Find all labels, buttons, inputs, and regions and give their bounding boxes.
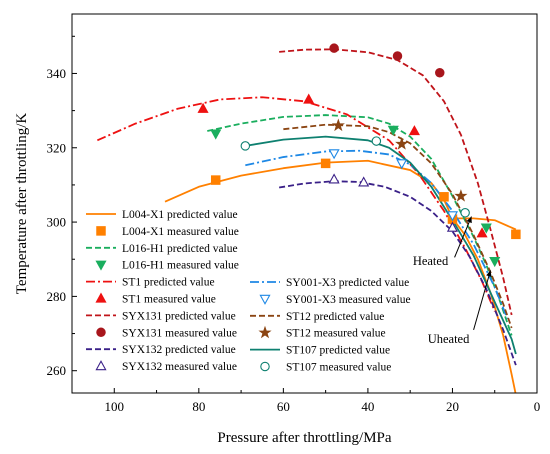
legend-entry-l016-h1-measured-value: L016-H1 measured value <box>95 260 239 272</box>
data-point-st1-measured-value <box>197 102 209 113</box>
data-point-syx132-measured-value <box>358 176 370 187</box>
legend-label: L016-H1 measured value <box>122 260 239 272</box>
data-point-st107-measured-value <box>240 141 251 151</box>
legend: L004-X1 predicted value L004-X1 measured … <box>86 209 411 374</box>
legend-swatch-marker <box>258 325 272 339</box>
y-tick-label: 280 <box>47 289 67 304</box>
legend-label: ST12 measured value <box>286 328 386 340</box>
plot-area <box>96 43 521 393</box>
legend-entry-syx132-measured-value: SYX132 measured value <box>95 360 237 373</box>
data-point-l016-h1-measured-value <box>489 256 501 268</box>
data-point-syx132-measured-value <box>446 221 459 232</box>
heated-arrow <box>454 216 472 258</box>
series-line-l016-h1-predicted-value <box>207 114 513 336</box>
data-point-st107-measured-value <box>371 136 382 146</box>
y-tick-label: 300 <box>47 215 67 230</box>
data-point-sy001-x3-measured-value <box>396 159 408 170</box>
legend-label: SYX132 predicted value <box>122 344 236 356</box>
legend-label: SYX132 measured value <box>122 361 237 373</box>
data-point-l016-h1-measured-value <box>210 129 222 140</box>
legend-entry-l004-x1-predicted-value: L004-X1 predicted value <box>86 209 238 221</box>
data-point-st1-measured-value <box>408 125 420 136</box>
series-line-st1-predicted-value <box>96 96 496 312</box>
data-point-st12-measured-value <box>331 118 345 132</box>
legend-entry-sy001-x3-measured-value: SY001-X3 measured value <box>259 294 411 306</box>
data-point-st1-measured-value <box>303 93 315 104</box>
plot-frame <box>71 13 538 394</box>
data-point-syx131-measured-value <box>329 43 339 53</box>
legend-swatch-marker <box>260 361 270 372</box>
annotation-uheated: Uheated <box>428 332 470 346</box>
data-point-st12-measured-value <box>454 189 468 202</box>
legend-swatch-marker <box>95 260 107 271</box>
axes: 100 80 60 40 20 0 260 280 300 320 340 <box>47 13 541 414</box>
legend-label: ST107 predicted value <box>286 345 390 357</box>
series-line-st107-predicted-value <box>245 135 517 355</box>
legend-entry-st107-measured-value: ST107 measured value <box>260 361 391 374</box>
y-tick-label: 340 <box>47 66 67 81</box>
legend-label: ST1 predicted value <box>122 277 215 289</box>
x-tick-label: 40 <box>361 399 374 414</box>
annotation-heated: Heated <box>413 254 449 268</box>
series-line-l004-x1-predicted-value <box>164 159 517 231</box>
data-point-l004-x1-measured-value <box>511 229 521 240</box>
data-point-st12-measured-value <box>395 137 409 150</box>
y-tick-label: 320 <box>47 140 67 155</box>
data-point-sy001-x3-measured-value <box>446 211 459 222</box>
legend-label: SYX131 measured value <box>122 327 237 339</box>
legend-swatch-marker <box>96 226 106 236</box>
data-point-syx131-measured-value <box>435 67 445 78</box>
series-line-l004-x1-predicted-value <box>451 217 517 393</box>
heated-arrow-head <box>466 216 472 224</box>
legend-label: L004-X1 measured value <box>122 226 239 238</box>
legend-label: ST12 predicted value <box>286 311 384 323</box>
data-point-l004-x1-measured-value <box>320 158 331 169</box>
series-line-syx131-predicted-value <box>279 48 513 316</box>
y-tick-label: 260 <box>47 363 67 378</box>
data-point-st107-measured-value <box>460 208 470 218</box>
legend-swatch-marker <box>96 327 106 338</box>
data-point-syx131-measured-value <box>392 51 403 61</box>
legend-entry-syx131-measured-value: SYX131 measured value <box>96 327 237 339</box>
legend-label: ST107 measured value <box>286 362 391 374</box>
legend-label: L016-H1 predicted value <box>122 243 238 255</box>
data-point-l016-h1-measured-value <box>480 223 492 234</box>
legend-label: ST1 measured value <box>122 294 216 306</box>
annotations: Heated Uheated <box>413 216 492 346</box>
legend-label: SYX131 predicted value <box>122 310 236 322</box>
legend-entry-l016-h1-predicted-value: L016-H1 predicted value <box>86 243 238 255</box>
legend-swatch-marker <box>95 292 107 303</box>
x-tick-label: 100 <box>105 399 125 414</box>
y-axis-title: Temperature after throttling/K <box>14 113 30 295</box>
series-line-syx132-predicted-value <box>278 180 517 366</box>
uheated-arrow <box>473 270 491 330</box>
x-tick-label: 80 <box>192 399 205 414</box>
legend-entry-syx131-predicted-value: SYX131 predicted value <box>86 310 236 322</box>
legend-label: SY001-X3 measured value <box>286 294 411 306</box>
legend-swatch-marker <box>259 294 271 305</box>
x-axis-title: Pressure after throttling/MPa <box>217 430 391 446</box>
x-tick-label: 60 <box>277 399 290 414</box>
legend-entry-st1-predicted-value: ST1 predicted value <box>86 277 215 289</box>
data-point-sy001-x3-measured-value <box>328 149 340 160</box>
data-point-syx132-measured-value <box>328 173 340 184</box>
legend-entry-st1-measured-value: ST1 measured value <box>95 292 216 306</box>
data-point-st1-measured-value <box>476 227 488 238</box>
x-tick-label: 20 <box>446 399 459 414</box>
x-tick-label: 0 <box>534 399 541 414</box>
legend-entry-syx132-predicted-value: SYX132 predicted value <box>86 344 236 356</box>
legend-label: L004-X1 predicted value <box>122 209 238 221</box>
legend-entry-sy001-x3-predicted-value: SY001-X3 predicted value <box>250 277 409 289</box>
data-point-l004-x1-measured-value <box>210 175 221 185</box>
legend-swatch-marker <box>95 360 107 371</box>
legend-label: SY001-X3 predicted value <box>286 277 409 289</box>
data-point-l016-h1-measured-value <box>387 125 399 136</box>
legend-entry-st107-predicted-value: ST107 predicted value <box>250 345 390 357</box>
legend-entry-st12-measured-value: ST12 measured value <box>258 325 386 340</box>
data-point-l004-x1-measured-value <box>439 192 449 202</box>
uheated-arrow-head <box>486 270 492 277</box>
legend-entry-l004-x1-measured-value: L004-X1 measured value <box>96 226 239 238</box>
legend-entry-st12-predicted-value: ST12 predicted value <box>250 311 384 323</box>
